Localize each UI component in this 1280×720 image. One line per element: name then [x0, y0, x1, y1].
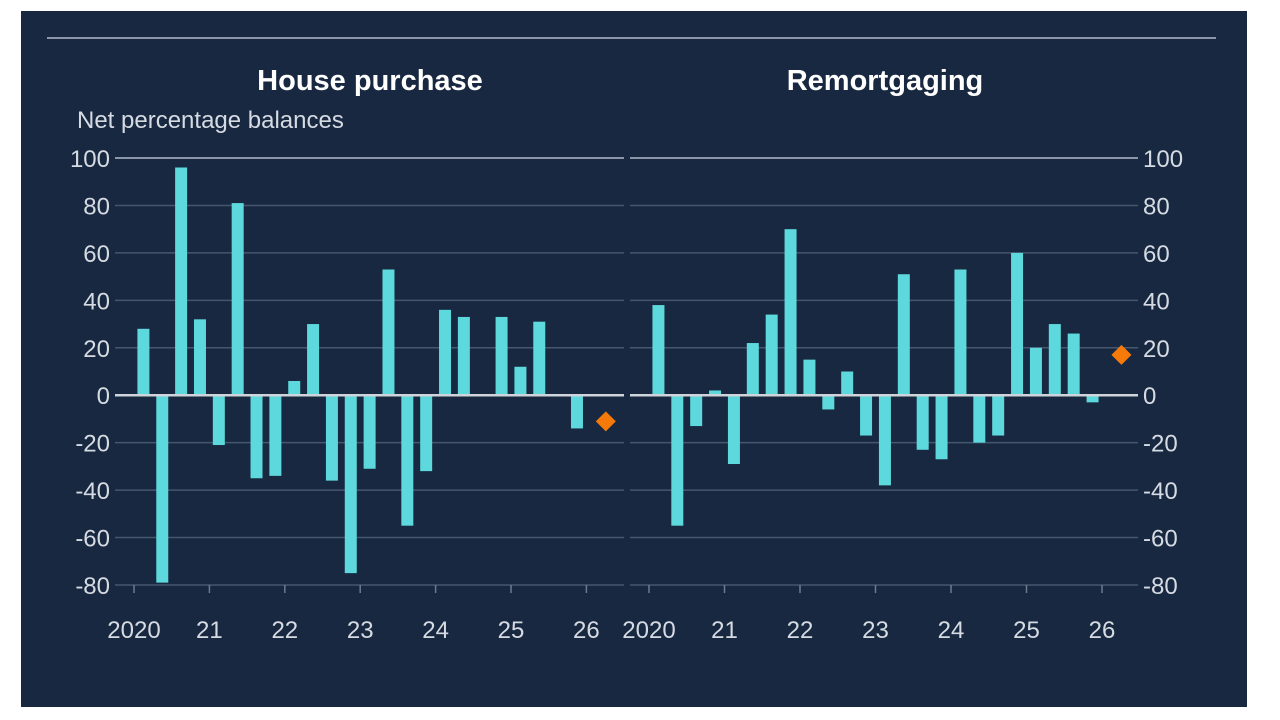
y-tick-label: 80 [83, 193, 110, 220]
y-tick-label: -20 [1143, 431, 1178, 458]
x-tick-label: 22 [271, 617, 298, 644]
bar [212, 395, 225, 446]
x-tick-label: 21 [196, 617, 223, 644]
y-tick-label: 100 [70, 146, 110, 173]
bar [382, 269, 395, 396]
x-tick-label: 22 [787, 617, 814, 644]
bar [765, 314, 778, 396]
bar [269, 395, 282, 476]
y-tick-label: -40 [1143, 478, 1178, 505]
bar [973, 395, 986, 443]
y-tick-label: 0 [1143, 383, 1156, 410]
bar [457, 316, 470, 396]
y-tick-label: 20 [83, 336, 110, 363]
bar [325, 395, 338, 481]
house-purchase-chart: House purchase Net percentage balances 1… [70, 65, 624, 644]
bar [363, 395, 376, 469]
y-tick-label: -60 [1143, 526, 1178, 553]
bar [1086, 395, 1099, 403]
bar [137, 328, 150, 396]
y-tick-label: -60 [75, 526, 110, 553]
bar [727, 395, 740, 465]
bar [709, 390, 722, 396]
bar [344, 395, 357, 574]
bar [954, 269, 967, 396]
remortgaging-chart: Remortgaging 100 80 60 40 20 0 -20 -40 -60 -80 202… [622, 65, 1183, 644]
y-tick-label: 60 [1143, 241, 1170, 268]
bar [822, 395, 835, 410]
y-tick-label: 80 [1143, 193, 1170, 220]
bar [307, 324, 320, 396]
chart-panel [21, 11, 1247, 707]
bar [784, 229, 797, 396]
bar [250, 395, 263, 479]
chart-title-house-purchase: House purchase [257, 65, 483, 97]
x-tick-label: 23 [347, 617, 374, 644]
y-tick-label: 40 [83, 288, 110, 315]
y-tick-label: 100 [1143, 146, 1183, 173]
bar [495, 316, 508, 396]
forecast-diamond-marker [595, 411, 616, 432]
bar [841, 371, 854, 396]
bar [175, 167, 188, 396]
bar [690, 395, 703, 427]
bar [860, 395, 873, 436]
x-tick-label: 2020 [622, 617, 675, 644]
x-tick-label: 26 [1089, 617, 1116, 644]
y-tick-label: -20 [75, 431, 110, 458]
y-tick-label: -80 [75, 573, 110, 600]
bar [935, 395, 948, 460]
x-tick-label: 2020 [107, 617, 160, 644]
bar [231, 203, 244, 396]
y-tick-label: 0 [97, 383, 110, 410]
bar [1067, 333, 1080, 396]
x-tick-label: 24 [938, 617, 965, 644]
y-tick-label: -40 [75, 478, 110, 505]
x-tick-label: 25 [1013, 617, 1040, 644]
x-tick-label: 26 [573, 617, 600, 644]
x-tick-label: 25 [498, 617, 525, 644]
bar [570, 395, 583, 429]
x-tick-label: 24 [422, 617, 449, 644]
y-axis-label: Net percentage balances [77, 107, 344, 134]
bar [193, 319, 206, 396]
bar [878, 395, 891, 486]
bar [514, 366, 527, 396]
forecast-diamond-marker [1111, 344, 1132, 365]
y-tick-label: -80 [1143, 573, 1178, 600]
bar [897, 274, 910, 396]
bar [992, 395, 1005, 436]
y-tick-label: 40 [1143, 288, 1170, 315]
x-tick-label: 21 [711, 617, 738, 644]
y-tick-label: 60 [83, 241, 110, 268]
bar [156, 395, 169, 583]
x-tick-label: 23 [862, 617, 889, 644]
bar [1011, 252, 1024, 396]
bar [1029, 347, 1042, 396]
bar [533, 321, 546, 396]
y-tick-label: 20 [1143, 336, 1170, 363]
bar [401, 395, 414, 526]
bar [916, 395, 929, 450]
bar [652, 305, 665, 396]
bar [803, 359, 816, 396]
bar [1048, 324, 1061, 396]
bar [288, 380, 301, 396]
chart-title-remortgaging: Remortgaging [787, 65, 984, 97]
bar [439, 309, 452, 396]
bar [671, 395, 684, 526]
bar [420, 395, 433, 472]
bar [746, 343, 759, 396]
